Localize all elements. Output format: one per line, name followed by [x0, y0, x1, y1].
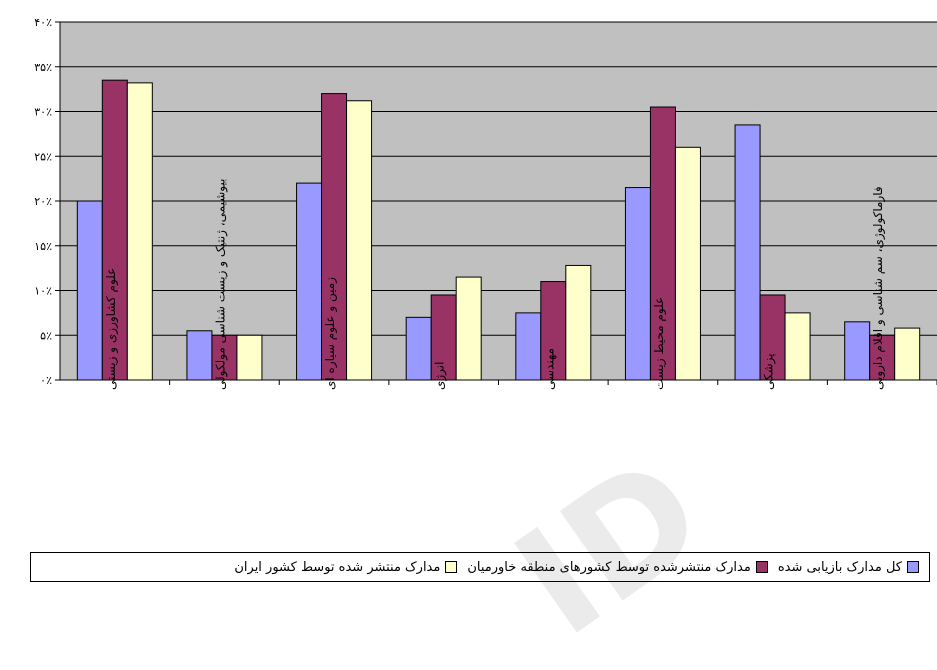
- bar: [76, 200, 103, 381]
- legend-item: مدارک منتشرشده توسط کشورهای منطقه خاورمی…: [467, 559, 768, 575]
- legend-label-middle-east: مدارک منتشرشده توسط کشورهای منطقه خاورمی…: [467, 559, 751, 575]
- bar: [126, 82, 153, 381]
- legend-swatch-iran: [445, 561, 458, 573]
- bar: [515, 312, 542, 381]
- bar: [674, 146, 701, 381]
- y-tick-label: ۱۰٪: [34, 285, 52, 298]
- x-category-label: فارماکولوژی، سم شناسی و اقلام دارویی: [871, 186, 886, 390]
- bar: [894, 327, 921, 381]
- x-category-label: زمین و علوم سیاره ای: [323, 277, 338, 390]
- y-tick-label: ۱۵٪: [34, 240, 52, 253]
- y-tick-label: ۲۰٪: [34, 195, 52, 208]
- bar: [405, 316, 432, 381]
- x-category-label: مهندسی: [542, 348, 556, 390]
- bar: [430, 294, 457, 381]
- y-tick-label: ۴۰٪: [34, 16, 52, 29]
- legend-label-iran: مدارک منتشر شده توسط کشور ایران: [234, 559, 441, 575]
- legend-item: مدارک منتشر شده توسط کشور ایران: [234, 559, 458, 575]
- bar: [186, 330, 213, 381]
- legend-item: کل مدارک بازیابی شده: [778, 560, 919, 575]
- legend-label-total: کل مدارک بازیابی شده: [777, 559, 902, 575]
- x-category-label: علوم کشاورزی و زیستی: [104, 268, 119, 390]
- y-tick-label: ۰٪: [40, 374, 52, 387]
- bar: [211, 334, 238, 381]
- y-tick-label: ۳۵٪: [34, 61, 52, 74]
- bar: [784, 312, 811, 381]
- bar: [321, 93, 348, 381]
- x-category-label: پزشکی: [762, 353, 777, 390]
- bar-chart: ۰٪ ۵٪ ۱۰٪ ۱۵٪ ۲۰٪ ۲۵٪ ۳۰٪ ۳۵٪ ۴۰٪ علوم کشاورزی و …: [34, 16, 937, 390]
- legend-swatch-middle-east: [755, 561, 768, 573]
- legend-swatch-total: [907, 561, 919, 573]
- x-category-label: انرژی: [433, 362, 448, 390]
- bar: [540, 281, 567, 381]
- bar: [346, 100, 373, 381]
- bar: [236, 334, 263, 381]
- y-tick-label: ۳۰٪: [34, 106, 52, 119]
- chart-legend: کل مدارک بازیابی شده مدارک منتشرشده توسط…: [30, 552, 930, 582]
- bar: [624, 187, 651, 381]
- bar: [455, 276, 482, 381]
- bar: [759, 294, 786, 381]
- x-category-label: بیوشیمی، ژنتیک و زیست شناسی مولکولی: [213, 179, 228, 390]
- y-tick-label: ۲۵٪: [34, 150, 52, 163]
- bar: [565, 264, 592, 381]
- bar: [734, 124, 761, 381]
- y-tick-label: ۵٪: [40, 329, 52, 342]
- bar: [101, 79, 128, 381]
- x-category-label: علوم محیط زیست: [652, 297, 667, 390]
- bar: [296, 182, 323, 381]
- bar: [649, 106, 676, 381]
- bar: [844, 321, 871, 381]
- bar: [869, 334, 896, 381]
